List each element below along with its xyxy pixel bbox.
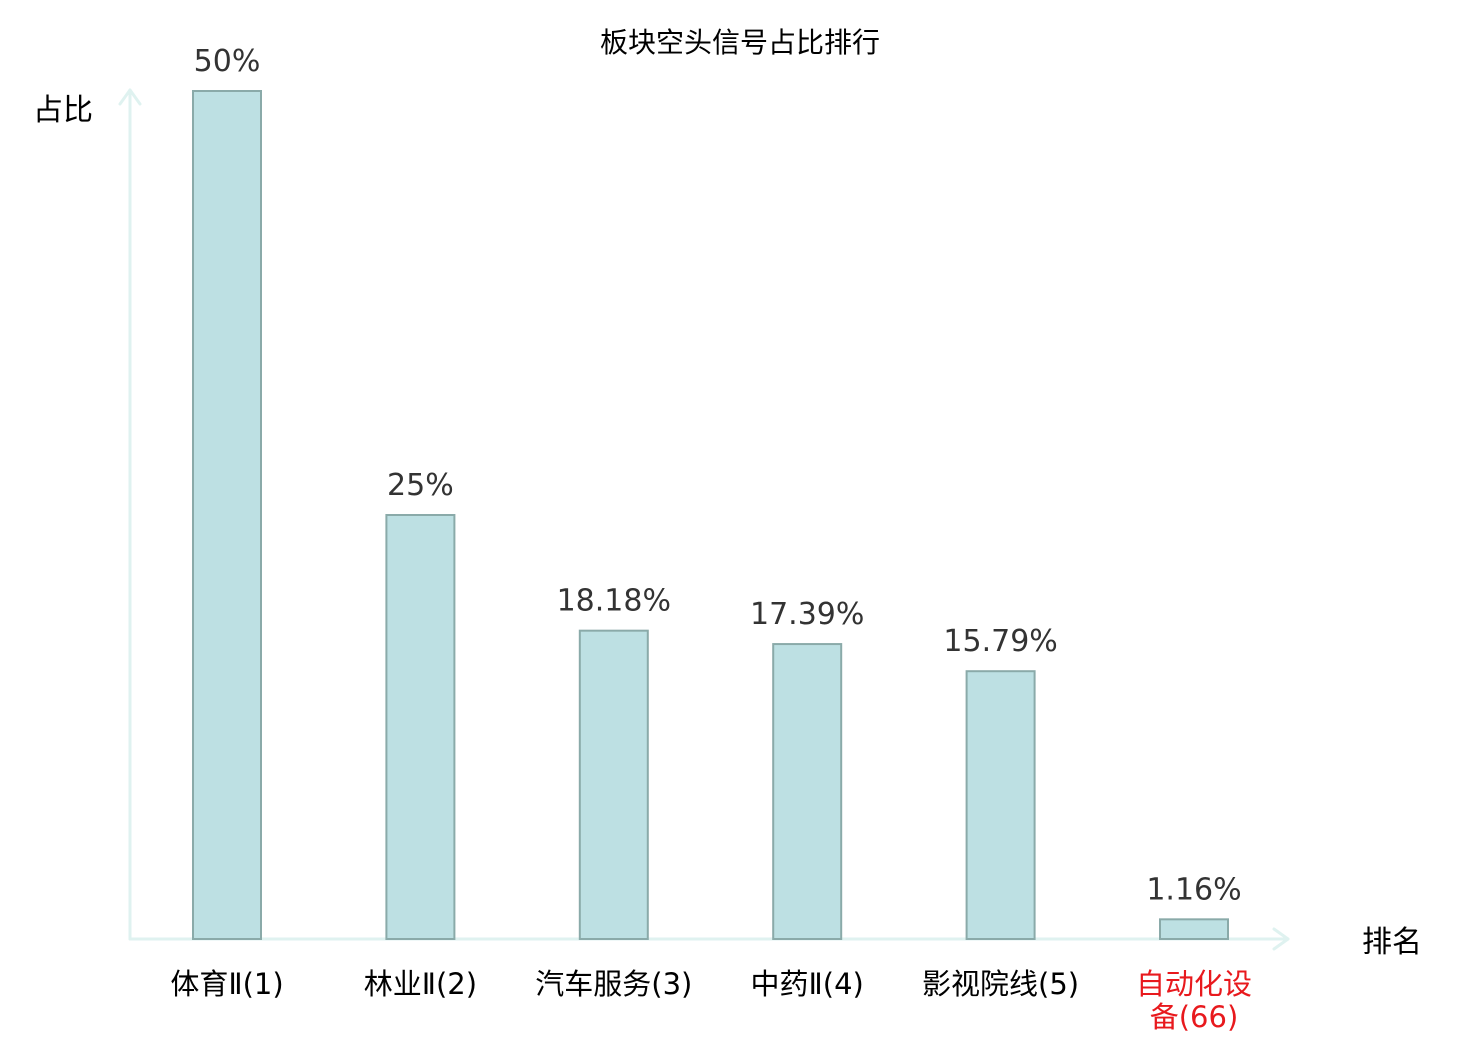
chart-title: 板块空头信号占比排行 [600,26,880,59]
bar [192,90,262,940]
bar [965,670,1036,940]
category-label: 体育Ⅱ(1) [170,967,283,1001]
bar-value-label: 25% [387,468,454,503]
bar-value-label: 17.39% [750,597,864,632]
y-axis-arrow [118,88,142,106]
bar [772,643,843,940]
axes [118,88,1290,951]
y-axis-label: 占比 [33,93,93,128]
x-axis-arrow [1272,927,1290,951]
bar-value-label: 18.18% [557,584,671,619]
bar [385,514,456,940]
bar [1159,918,1229,941]
bar [578,629,649,940]
x-axis-label: 排名 [1362,925,1422,960]
category-label: 汽车服务(3) [535,967,692,1001]
bar-value-label: 1.16% [1146,872,1241,907]
category-labels-group: 体育Ⅱ(1) 林业Ⅱ(2) 汽车服务(3) 中药Ⅱ(4) 影视院线(5) 自动化设备(66… [170,967,1252,1034]
category-label: 中药Ⅱ(4) [751,967,864,1001]
category-label: 影视院线(5) [922,967,1079,1001]
bars-group [192,90,1229,941]
category-label: 自动化设备(66) [1136,967,1252,1034]
bar-value-label: 15.79% [943,624,1057,659]
category-label: 林业Ⅱ(2) [364,967,477,1001]
bar-value-label: 50% [194,44,261,79]
value-labels-group: 50% 25% 18.18% 17.39% 15.79% 1.16% [194,44,1242,907]
